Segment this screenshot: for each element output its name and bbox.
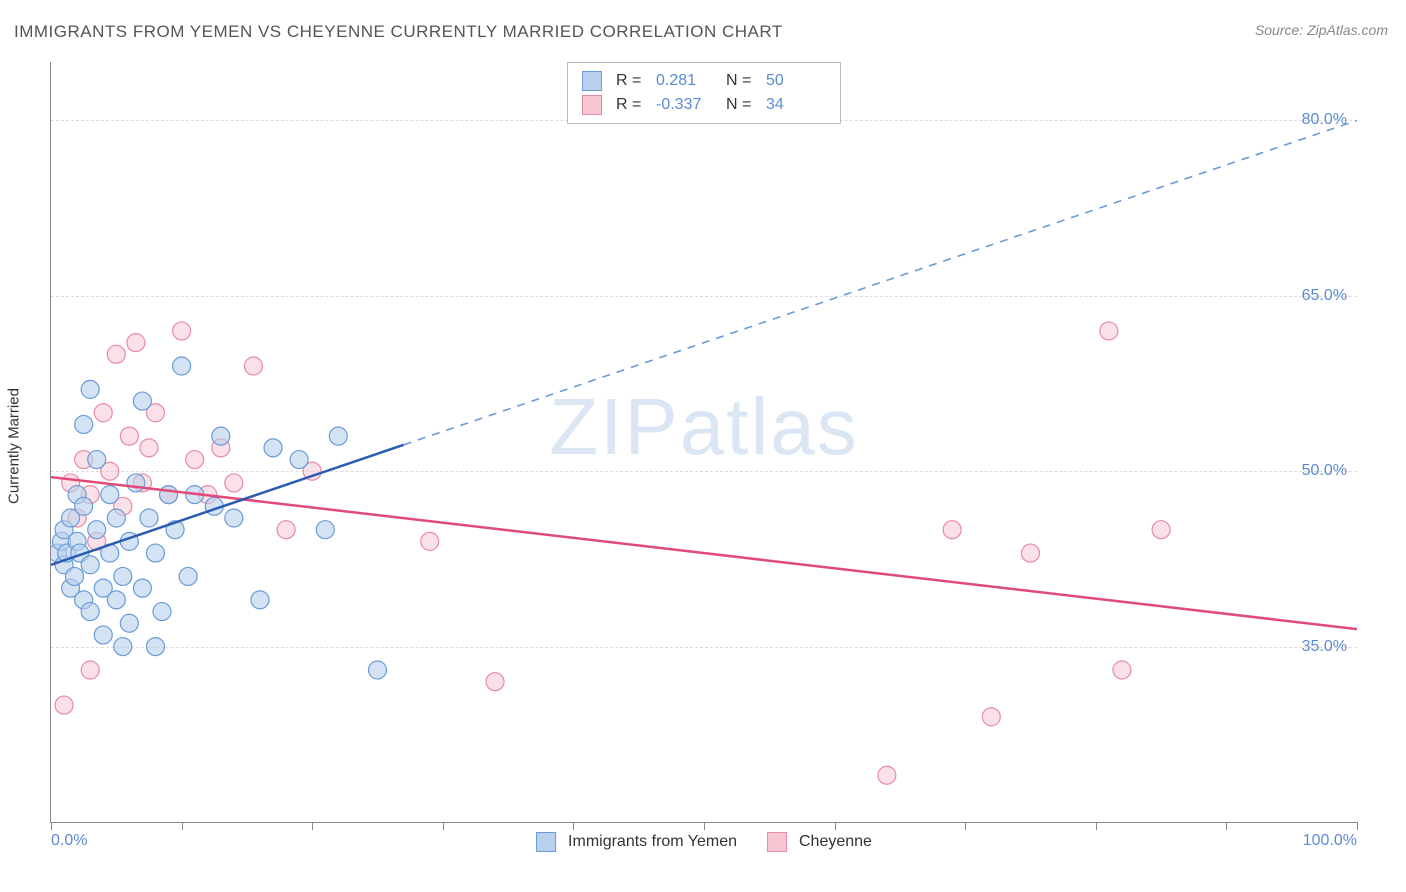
data-point	[94, 626, 112, 644]
r-value-yemen: 0.281	[656, 72, 716, 90]
n-value-yemen: 50	[766, 72, 826, 90]
data-point	[81, 556, 99, 574]
r-label: R =	[616, 96, 646, 114]
data-point	[107, 509, 125, 527]
swatch-yemen	[582, 71, 602, 91]
series-legend: Immigrants from Yemen Cheyenne	[536, 832, 872, 852]
data-point	[81, 380, 99, 398]
data-point	[369, 661, 387, 679]
x-tick	[704, 822, 705, 830]
correlation-legend: R = 0.281 N = 50 R = -0.337 N = 34	[567, 62, 841, 124]
data-point	[878, 766, 896, 784]
data-point	[75, 497, 93, 515]
source-attribution: Source: ZipAtlas.com	[1255, 22, 1388, 38]
x-tick	[1226, 822, 1227, 830]
data-point	[173, 322, 191, 340]
data-point	[1022, 544, 1040, 562]
data-point	[173, 357, 191, 375]
data-point	[55, 696, 73, 714]
data-point	[153, 603, 171, 621]
x-tick	[835, 822, 836, 830]
data-point	[146, 638, 164, 656]
data-point	[982, 708, 1000, 726]
data-point	[251, 591, 269, 609]
x-tick	[965, 822, 966, 830]
data-point	[120, 614, 138, 632]
data-point	[127, 334, 145, 352]
source-name: ZipAtlas.com	[1307, 22, 1388, 38]
data-point	[329, 427, 347, 445]
chart-svg	[51, 62, 1357, 822]
data-point	[88, 521, 106, 539]
data-point	[120, 427, 138, 445]
data-point	[88, 451, 106, 469]
n-label: N =	[726, 96, 756, 114]
chart-title: IMMIGRANTS FROM YEMEN VS CHEYENNE CURREN…	[14, 22, 783, 42]
r-label: R =	[616, 72, 646, 90]
data-point	[316, 521, 334, 539]
data-point	[264, 439, 282, 457]
data-point	[133, 579, 151, 597]
data-point	[114, 638, 132, 656]
data-point	[290, 451, 308, 469]
data-point	[160, 486, 178, 504]
data-point	[107, 591, 125, 609]
data-point	[244, 357, 262, 375]
x-tick	[312, 822, 313, 830]
n-value-cheyenne: 34	[766, 96, 826, 114]
x-tick	[1357, 822, 1358, 830]
data-point	[114, 567, 132, 585]
data-point	[94, 404, 112, 422]
data-point	[127, 474, 145, 492]
series-label-cheyenne: Cheyenne	[799, 833, 872, 851]
data-point	[81, 603, 99, 621]
data-point	[225, 474, 243, 492]
plot-area: ZIPatlas R = 0.281 N = 50 R = -0.337 N =…	[50, 62, 1357, 823]
data-point	[1100, 322, 1118, 340]
r-value-cheyenne: -0.337	[656, 96, 716, 114]
x-tick-label: 0.0%	[51, 832, 87, 850]
data-point	[140, 509, 158, 527]
x-tick	[1096, 822, 1097, 830]
data-point	[943, 521, 961, 539]
legend-item-yemen: Immigrants from Yemen	[536, 832, 737, 852]
swatch-cheyenne	[582, 95, 602, 115]
x-tick	[51, 822, 52, 830]
series-label-yemen: Immigrants from Yemen	[568, 833, 737, 851]
data-point	[421, 532, 439, 550]
x-tick	[573, 822, 574, 830]
source-prefix: Source:	[1255, 22, 1307, 38]
data-point	[75, 415, 93, 433]
data-point	[146, 544, 164, 562]
x-tick-label: 100.0%	[1303, 832, 1357, 850]
swatch-yemen	[536, 832, 556, 852]
data-point	[107, 345, 125, 363]
legend-row-cheyenne: R = -0.337 N = 34	[582, 93, 826, 117]
data-point	[225, 509, 243, 527]
data-point	[179, 567, 197, 585]
data-point	[186, 451, 204, 469]
legend-row-yemen: R = 0.281 N = 50	[582, 69, 826, 93]
data-point	[1152, 521, 1170, 539]
y-axis-label: Currently Married	[6, 388, 23, 504]
legend-item-cheyenne: Cheyenne	[767, 832, 872, 852]
data-point	[66, 567, 84, 585]
swatch-cheyenne	[767, 832, 787, 852]
data-point	[277, 521, 295, 539]
data-point	[140, 439, 158, 457]
trend-line-cheyenne	[51, 477, 1357, 629]
data-point	[133, 392, 151, 410]
x-tick	[182, 822, 183, 830]
data-point	[212, 427, 230, 445]
trend-line-yemen-dashed	[404, 120, 1357, 444]
data-point	[81, 661, 99, 679]
chart-container: IMMIGRANTS FROM YEMEN VS CHEYENNE CURREN…	[0, 0, 1406, 892]
n-label: N =	[726, 72, 756, 90]
data-point	[101, 486, 119, 504]
x-tick	[443, 822, 444, 830]
data-point	[1113, 661, 1131, 679]
data-point	[486, 673, 504, 691]
